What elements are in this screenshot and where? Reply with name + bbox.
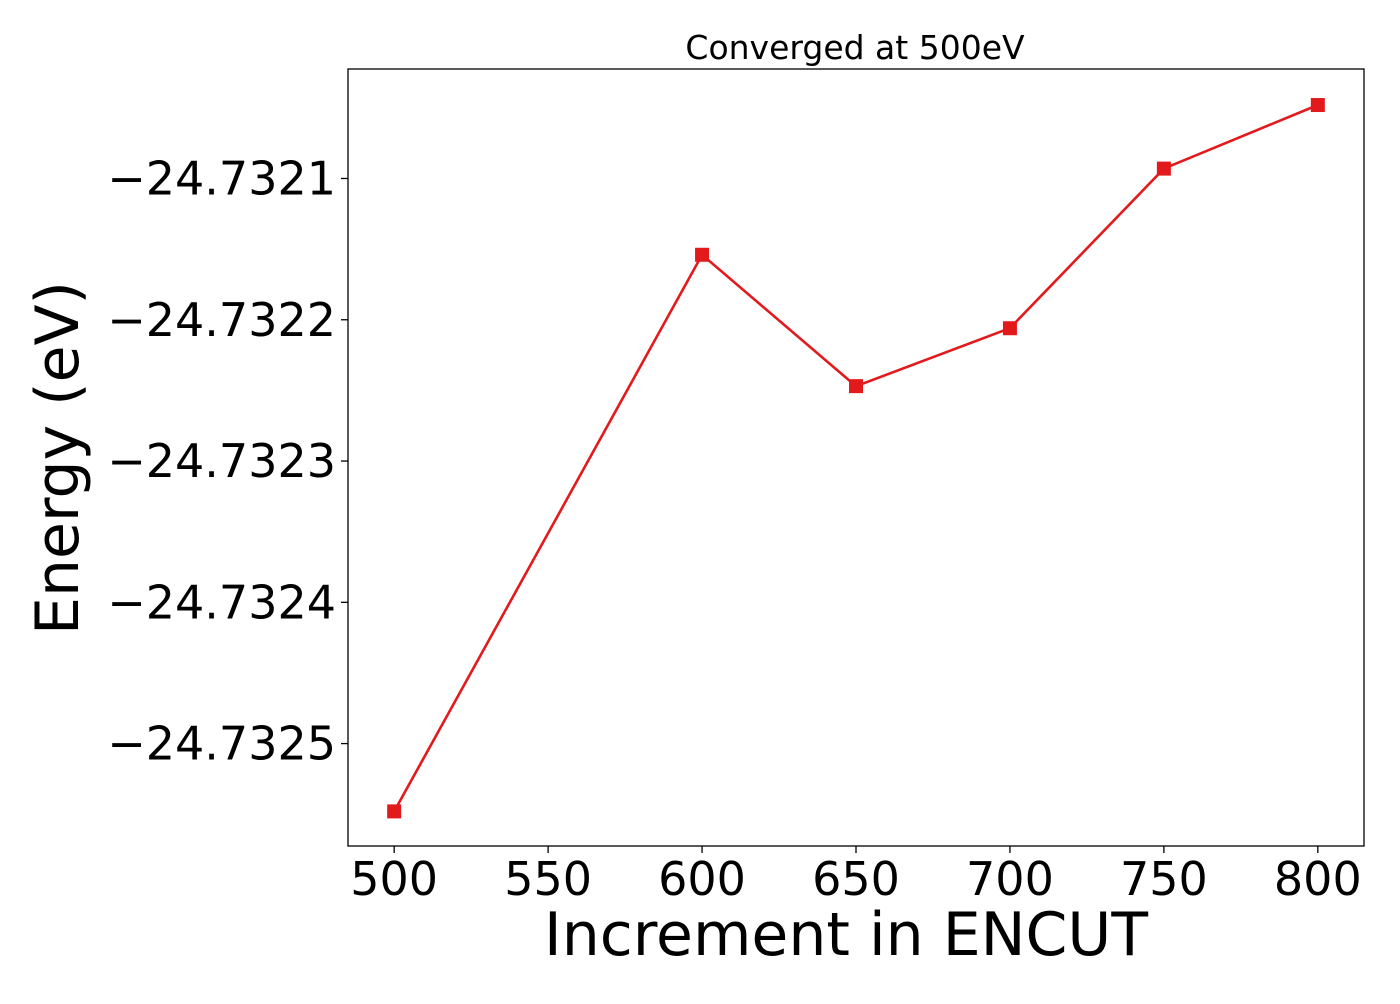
x-tick-label: 750	[1120, 852, 1208, 906]
x-tick-label: 700	[966, 852, 1054, 906]
x-tick-label: 800	[1274, 852, 1362, 906]
y-tick-label: −24.7324	[107, 575, 336, 629]
data-point-marker	[1310, 98, 1325, 113]
x-axis-label: Increment in ENCUT	[544, 900, 1148, 970]
y-tick-label: −24.7323	[107, 434, 336, 488]
series-layer	[387, 98, 1325, 819]
data-point-marker	[695, 247, 710, 262]
data-point-marker	[387, 804, 402, 819]
x-tick-label: 500	[350, 852, 438, 906]
data-point-marker	[849, 379, 863, 394]
x-tick-label: 550	[504, 852, 592, 906]
y-tick-label: −24.7325	[107, 717, 336, 771]
y-tick-label: −24.7322	[107, 293, 336, 347]
plot-area-frame	[347, 68, 1365, 847]
y-axis-ticks: −24.7325 −24.7324 −24.7323 −24.7322 −24.7321	[107, 151, 348, 771]
chart-title: Converged at 500eV	[685, 28, 1025, 67]
x-tick-label: 650	[812, 852, 900, 906]
series-line	[393, 103, 1319, 813]
y-tick-label: −24.7321	[107, 151, 336, 205]
data-point-marker	[1156, 161, 1171, 176]
x-axis-ticks: 500 550 600 650 700 750 800	[350, 846, 1362, 906]
data-point-marker	[1002, 321, 1017, 336]
y-axis-label: Energy (eV)	[23, 281, 93, 635]
x-tick-label: 600	[658, 852, 746, 906]
